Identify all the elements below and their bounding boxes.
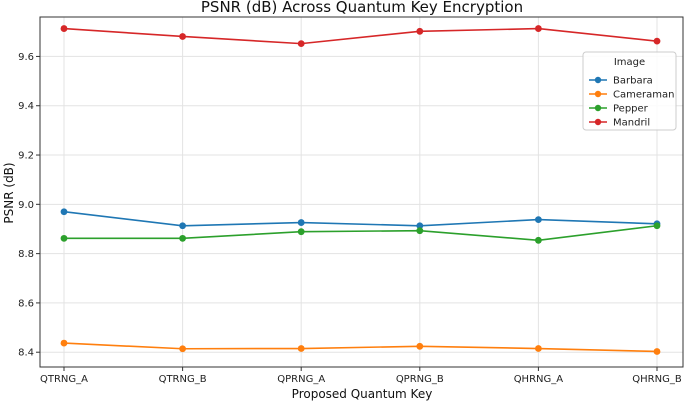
series-mandril (60, 25, 661, 48)
data-point (179, 222, 187, 230)
x-tick-label: QTRNG_B (159, 374, 207, 385)
legend-box (582, 51, 677, 131)
y-tick-label: 9.0 (18, 200, 34, 211)
plot-area (39, 16, 684, 368)
data-point (60, 339, 68, 347)
series-line (63, 342, 658, 353)
series-barbara (60, 208, 661, 230)
x-tick-label: QHRNG_A (514, 374, 564, 385)
x-tick-label: QPRNG_A (277, 374, 325, 385)
data-point (416, 27, 424, 35)
data-point (535, 25, 542, 32)
data-point (179, 234, 187, 242)
x-tick-label: QPRNG_B (396, 374, 444, 385)
data-point (179, 33, 187, 40)
data-point (653, 37, 661, 45)
chart-title: PSNR (dB) Across Quantum Key Encryption (201, 0, 523, 16)
data-point (60, 25, 68, 32)
legend-swatch-marker (594, 118, 602, 126)
data-point (653, 348, 661, 355)
data-point (416, 227, 424, 235)
y-axis: 8.4 8.6 8.8 9.0 9.2 9.4 9.6 (18, 52, 40, 359)
y-tick-label: 8.8 (18, 249, 34, 260)
legend: Image Barbara Cameraman Pepper Mandril (582, 51, 677, 131)
x-axis-title: Proposed Quantum Key (292, 387, 433, 401)
legend-item: Pepper (589, 104, 649, 115)
series-line (63, 27, 658, 45)
legend-swatch-marker (594, 104, 602, 112)
series-layer (60, 25, 661, 355)
y-tick-label: 9.2 (18, 151, 34, 162)
data-point (297, 219, 305, 226)
data-point (416, 342, 424, 350)
data-point (297, 228, 305, 236)
data-point (535, 216, 542, 224)
data-point (653, 222, 661, 230)
data-point (60, 234, 68, 242)
data-point (297, 40, 305, 48)
y-axis-title: PSNR (dB) (2, 162, 16, 223)
x-tick-label: QTRNG_A (40, 374, 88, 385)
legend-swatch-marker (594, 76, 602, 84)
legend-swatch-marker (594, 90, 602, 98)
data-point (416, 222, 424, 230)
legend-label: Mandril (613, 118, 650, 129)
data-point (179, 345, 187, 353)
series-line (64, 224, 658, 242)
series-cameraman (60, 339, 661, 355)
data-point (535, 345, 542, 352)
legend-label: Pepper (613, 104, 649, 115)
series-pepper (60, 222, 661, 244)
data-point (535, 236, 542, 244)
y-tick-label: 9.4 (18, 101, 34, 112)
series-line (63, 210, 658, 227)
x-tick-label: QHRNG_B (632, 374, 682, 385)
y-tick-label: 9.6 (18, 52, 34, 63)
legend-label: Cameraman (613, 90, 674, 101)
legend-item: Barbara (589, 76, 653, 87)
legend-label: Barbara (613, 76, 653, 87)
y-tick-label: 8.6 (18, 298, 34, 309)
legend-title: Image (614, 57, 645, 68)
x-axis: QTRNG_A QTRNG_B QPRNG_A QPRNG_B QHRNG_A QHRNG… (40, 367, 682, 385)
data-point (60, 208, 68, 216)
y-tick-label: 8.4 (18, 348, 34, 359)
grid-lines (40, 17, 683, 367)
data-point (297, 345, 305, 352)
legend-item: Cameraman (589, 90, 674, 101)
legend-item: Mandril (589, 118, 650, 129)
